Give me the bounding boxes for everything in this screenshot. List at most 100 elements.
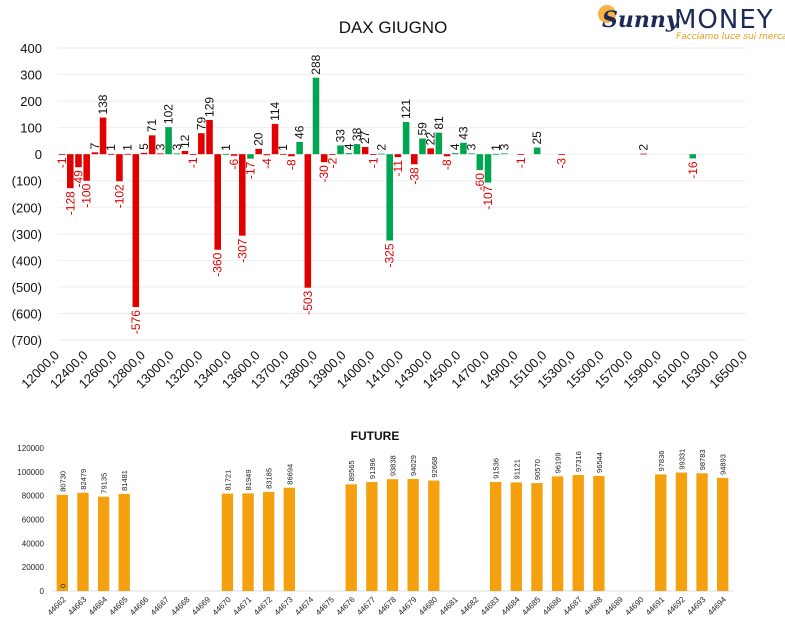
future-value-label: 83185 xyxy=(265,468,274,489)
bar xyxy=(476,154,484,171)
bar-value-label: -107 xyxy=(481,185,495,209)
future-x-tick-label: 44678 xyxy=(376,595,398,617)
future-x-tick-label: 44670 xyxy=(211,595,233,617)
bar xyxy=(140,152,148,155)
bar-value-label: -307 xyxy=(235,238,249,262)
bar xyxy=(427,148,434,155)
future-bar xyxy=(221,493,234,591)
bar xyxy=(181,150,189,155)
brand-script-name: Sunny xyxy=(602,7,679,33)
bar-value-label: 3 xyxy=(153,143,167,150)
future-y-tick-label: 80000 xyxy=(22,492,45,501)
future-x-tick-label: 44674 xyxy=(293,595,315,617)
bar-value-label: 43 xyxy=(456,126,470,140)
future-x-tick-label: 44692 xyxy=(665,595,687,617)
bar xyxy=(451,153,459,155)
bar-value-label: -17 xyxy=(243,161,257,179)
bar xyxy=(206,119,213,155)
bar-value-label: 79 xyxy=(194,117,208,131)
future-x-tick-label: 44680 xyxy=(417,595,439,617)
bar-value-label: -1 xyxy=(514,157,528,168)
bar xyxy=(320,154,328,163)
bar-value-label: 121 xyxy=(399,99,413,119)
future-bar xyxy=(696,473,708,591)
bar xyxy=(501,153,508,155)
bar-value-label: 3 xyxy=(465,143,479,150)
bar xyxy=(279,153,287,155)
bar-value-label: -576 xyxy=(129,310,143,334)
bar-value-label: 1 xyxy=(489,144,503,151)
future-x-tick-label: 44671 xyxy=(231,595,253,617)
future-bar xyxy=(428,480,440,591)
bar-value-label: -128 xyxy=(63,191,77,215)
future-y-tick-label: 0 xyxy=(40,587,45,596)
y-tick-label: 400 xyxy=(20,41,42,56)
y-tick-label: (400) xyxy=(12,253,42,268)
bar xyxy=(304,154,312,288)
brand-main-name: MONEY xyxy=(674,5,774,35)
future-x-tick-label: 44684 xyxy=(500,595,522,617)
future-x-tick-label: 44694 xyxy=(706,595,728,617)
bar-value-label: 22 xyxy=(424,132,438,146)
bar-value-label: 2 xyxy=(637,144,651,151)
future-value-label: 98783 xyxy=(698,449,707,470)
future-x-tick-label: 44685 xyxy=(520,595,542,617)
future-value-label: 94893 xyxy=(719,454,728,475)
future-y-tick-label: 120000 xyxy=(17,444,44,453)
bar-value-label: 2 xyxy=(375,144,389,151)
bar xyxy=(419,138,426,155)
bar xyxy=(533,147,541,155)
bar xyxy=(116,154,123,182)
future-value-label: 81949 xyxy=(244,469,253,490)
bar-value-label: 1 xyxy=(121,144,135,151)
bar-value-label: -325 xyxy=(383,243,397,267)
future-y-tick-label: 20000 xyxy=(22,563,45,572)
future-value-label: 96199 xyxy=(554,453,563,474)
y-tick-label: 200 xyxy=(20,94,42,109)
bar-value-label: -360 xyxy=(211,252,225,276)
bar-value-label: -8 xyxy=(440,159,454,170)
future-value-label: 97316 xyxy=(574,451,583,472)
future-bar xyxy=(242,493,254,591)
bar xyxy=(157,153,164,155)
future-bar xyxy=(490,481,502,591)
future-bar xyxy=(56,494,68,591)
bar-value-label: 20 xyxy=(252,132,266,146)
bar xyxy=(75,154,82,168)
bar-value-label: 25 xyxy=(530,131,544,145)
future-value-label: 96544 xyxy=(595,452,604,473)
bar-value-label: 59 xyxy=(415,122,429,136)
y-tick-label: 0 xyxy=(35,147,42,162)
bar-value-label: 3 xyxy=(497,143,511,150)
bar-value-label: -49 xyxy=(71,170,85,188)
bar-value-label: 4 xyxy=(448,143,462,150)
bar xyxy=(435,132,443,155)
future-title: FUTURE xyxy=(351,429,400,443)
future-x-tick-label: 44666 xyxy=(128,595,150,617)
future-x-tick-label: 44673 xyxy=(273,595,295,617)
future-x-tick-label: 44668 xyxy=(169,595,191,617)
bar-value-label: -6 xyxy=(227,158,241,169)
future-value-label: 97836 xyxy=(657,451,666,472)
y-tick-label: 100 xyxy=(20,121,42,136)
future-bar xyxy=(366,482,378,591)
future-value-label: 81481 xyxy=(120,470,129,491)
bar-value-label: -102 xyxy=(112,184,126,208)
future-bar xyxy=(386,479,399,591)
future-value-label: 94029 xyxy=(409,455,418,476)
bar-value-label: -1 xyxy=(366,157,380,168)
future-x-tick-label: 44679 xyxy=(396,595,418,617)
future-value-label: 82479 xyxy=(79,469,88,490)
bar-value-label: 33 xyxy=(334,129,348,143)
y-tick-label: (500) xyxy=(12,280,42,295)
brand-logo[interactable]: Sunny MONEY Facciamo luce sui mercati xyxy=(598,5,785,43)
bar xyxy=(370,154,377,155)
bar xyxy=(124,153,131,155)
bar xyxy=(394,154,402,158)
future-bar xyxy=(717,477,729,591)
future-bar xyxy=(407,478,419,591)
future-x-tick-label: 44689 xyxy=(603,595,625,617)
future-bar xyxy=(118,493,130,591)
bar xyxy=(198,133,205,155)
future-x-tick-label: 44676 xyxy=(335,595,357,617)
